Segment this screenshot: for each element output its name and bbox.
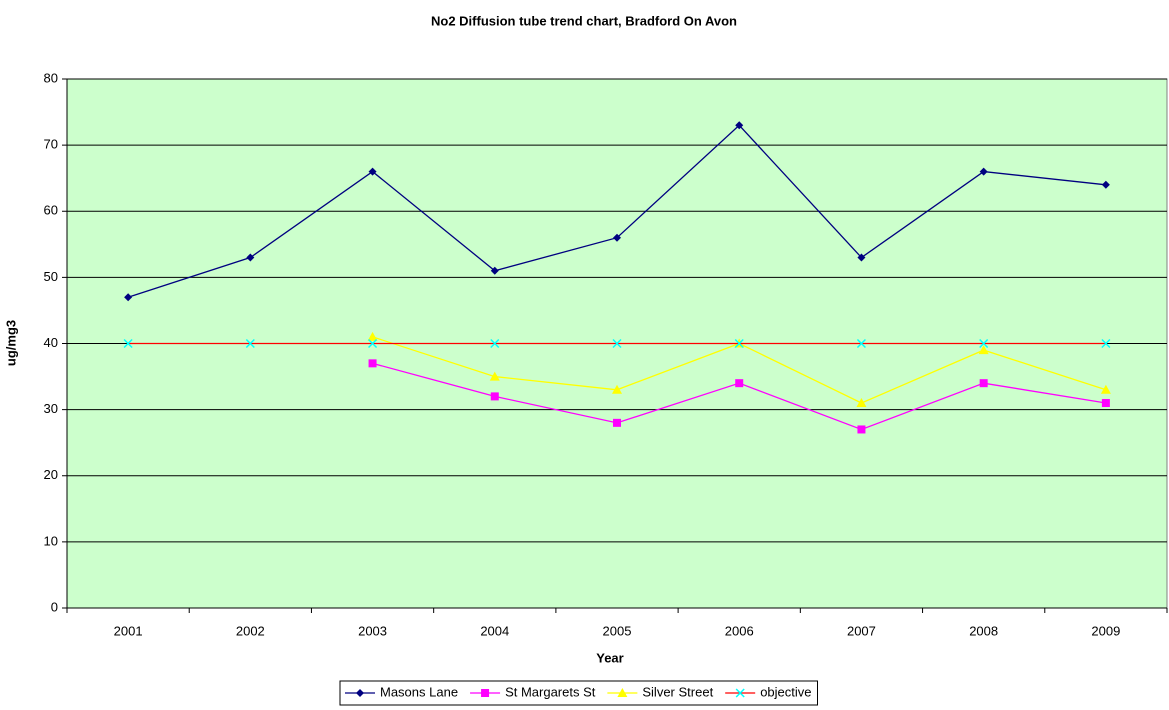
marker [856, 338, 866, 349]
marker [612, 338, 622, 349]
marker [613, 418, 621, 427]
y-tick-label: 40 [44, 335, 58, 350]
y-tick-label: 0 [51, 599, 58, 614]
marker [368, 359, 377, 368]
marker [481, 689, 490, 697]
y-tick-label: 50 [44, 269, 58, 284]
marker [489, 371, 500, 381]
y-tick-label: 10 [44, 533, 58, 548]
marker [490, 338, 500, 349]
x-tick-label: 2005 [603, 623, 632, 638]
x-tick-label: 2008 [969, 623, 998, 638]
marker [979, 167, 988, 176]
x-tick-label: 2009 [1091, 623, 1120, 638]
marker [124, 293, 133, 302]
y-tick-label: 20 [44, 467, 58, 482]
y-axis-label: ug/mg3 [3, 320, 18, 366]
marker [367, 331, 378, 341]
marker [490, 266, 499, 275]
marker [978, 345, 989, 355]
x-tick-label: 2006 [725, 623, 754, 638]
marker [368, 338, 378, 349]
marker [1100, 384, 1111, 394]
marker [617, 688, 628, 697]
marker [490, 392, 499, 401]
legend-label: St Margarets St [505, 684, 596, 699]
marker [735, 688, 745, 698]
x-axis-label: Year [596, 650, 623, 665]
marker [1101, 338, 1111, 349]
marker [613, 233, 621, 242]
marker [979, 338, 989, 349]
marker [123, 338, 133, 349]
marker [857, 425, 866, 434]
marker [1101, 180, 1110, 189]
legend-label: Masons Lane [380, 684, 458, 699]
marker [368, 167, 377, 176]
legend: Masons Lane St Margarets St Silver Street o… [339, 680, 818, 706]
marker [857, 253, 866, 262]
x-tick-label: 2007 [847, 623, 876, 638]
marker [245, 338, 255, 349]
marker [246, 253, 255, 262]
x-tick-label: 2002 [236, 623, 265, 638]
marker [856, 398, 867, 408]
legend-label: objective [760, 684, 811, 699]
x-tick-label: 2003 [358, 623, 387, 638]
x-tick-label: 2004 [480, 623, 509, 638]
marker [612, 384, 622, 394]
chart-title: No2 Diffusion tube trend chart, Bradford… [431, 13, 737, 28]
x-tick-label: 2001 [114, 623, 143, 638]
marker [356, 689, 364, 697]
y-tick-label: 30 [44, 401, 58, 416]
marker [735, 121, 744, 130]
y-tick-label: 60 [44, 203, 58, 218]
marker [735, 379, 744, 388]
marker [1101, 399, 1110, 408]
marker [979, 379, 988, 388]
marker [734, 338, 744, 349]
legend-label: Silver Street [642, 684, 713, 699]
y-tick-label: 80 [44, 70, 58, 85]
y-tick-label: 70 [44, 137, 58, 152]
